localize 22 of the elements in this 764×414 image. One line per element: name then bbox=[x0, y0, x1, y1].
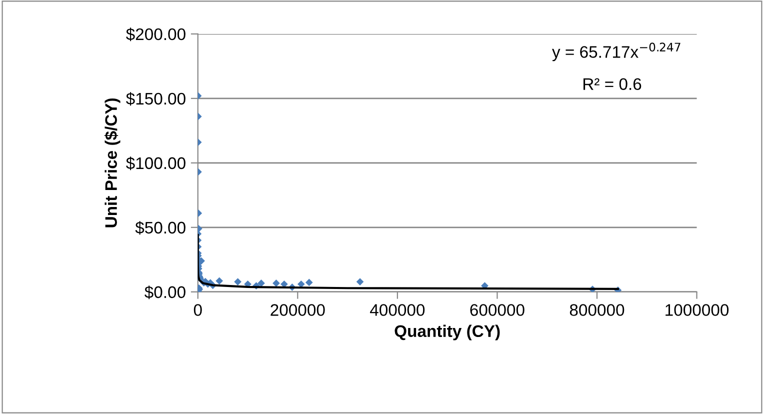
point bbox=[305, 278, 313, 286]
y-tick-label: $100.00 bbox=[126, 156, 186, 170]
x-tick-label: 600000 bbox=[470, 304, 524, 316]
x-axis-title: Quantity (CY) bbox=[394, 324, 500, 340]
annotation: y = 65.717x$^{−0.247}$ bbox=[552, 42, 680, 62]
x-tick-label: 400000 bbox=[370, 304, 425, 316]
x-tick-label: 0 bbox=[194, 304, 202, 316]
x-tick-label: 200000 bbox=[270, 304, 325, 316]
point bbox=[272, 280, 280, 287]
point bbox=[258, 280, 265, 287]
y-tick-label: $150.00 bbox=[126, 92, 186, 106]
point bbox=[216, 277, 223, 285]
point bbox=[356, 278, 364, 286]
y-axis-title: Unit Price ($/CY) bbox=[104, 98, 120, 228]
y-tick-label: $50.00 bbox=[135, 221, 186, 235]
point bbox=[297, 280, 305, 288]
x-tick-label: 800000 bbox=[570, 304, 624, 316]
x-tick-label: 1000000 bbox=[666, 304, 729, 316]
y-tick-label: $200.00 bbox=[126, 28, 186, 42]
point bbox=[234, 278, 242, 286]
y-tick-label: $0.00 bbox=[144, 286, 186, 300]
annotation: R² = 0.6 bbox=[584, 78, 642, 90]
